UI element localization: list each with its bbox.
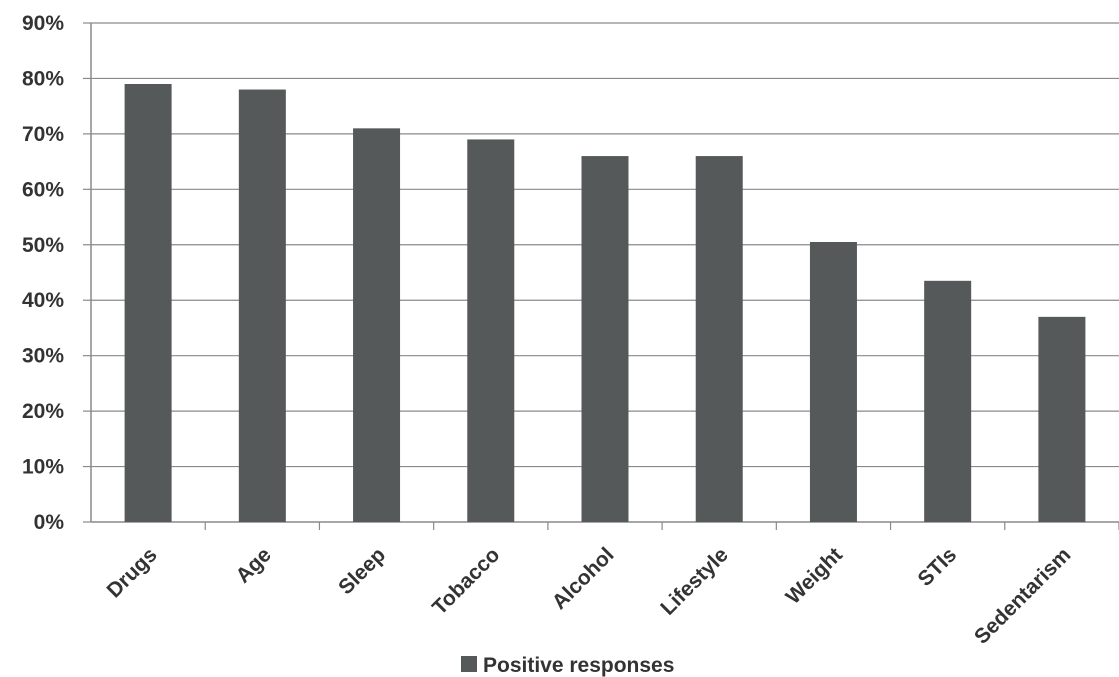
x-category-label: Sleep [334,543,390,599]
y-tick-label: 0% [34,511,65,534]
x-category-label: Tobacco [428,543,504,619]
y-tick-label: 50% [22,234,64,257]
bar [581,156,629,523]
legend: Positive responses [461,654,674,677]
bar [467,139,515,522]
y-tick-label: 20% [22,400,64,423]
bar [695,156,743,523]
y-tick-label: 10% [22,456,64,479]
legend-swatch [461,656,477,672]
y-tick-label: 90% [22,12,64,35]
x-category-label: Alcohol [548,543,619,614]
x-category-label: Drugs [102,543,161,602]
bar [238,89,286,523]
bar [353,128,401,522]
x-category-label: Sedentarism [970,543,1075,648]
x-category-label: Lifestyle [656,543,733,620]
bar [924,280,972,522]
bar [124,83,172,522]
x-category-label: Weight [781,543,846,608]
y-tick-label: 40% [22,289,64,312]
bar [809,242,857,522]
legend-label: Positive responses [483,654,674,677]
bar [1038,316,1086,522]
y-tick-label: 30% [22,345,64,368]
x-category-label: STIs [914,543,962,591]
y-tick-label: 60% [22,178,64,201]
y-tick-label: 70% [22,123,64,146]
y-tick-label: 80% [22,67,64,90]
x-category-label: Age [232,543,276,587]
